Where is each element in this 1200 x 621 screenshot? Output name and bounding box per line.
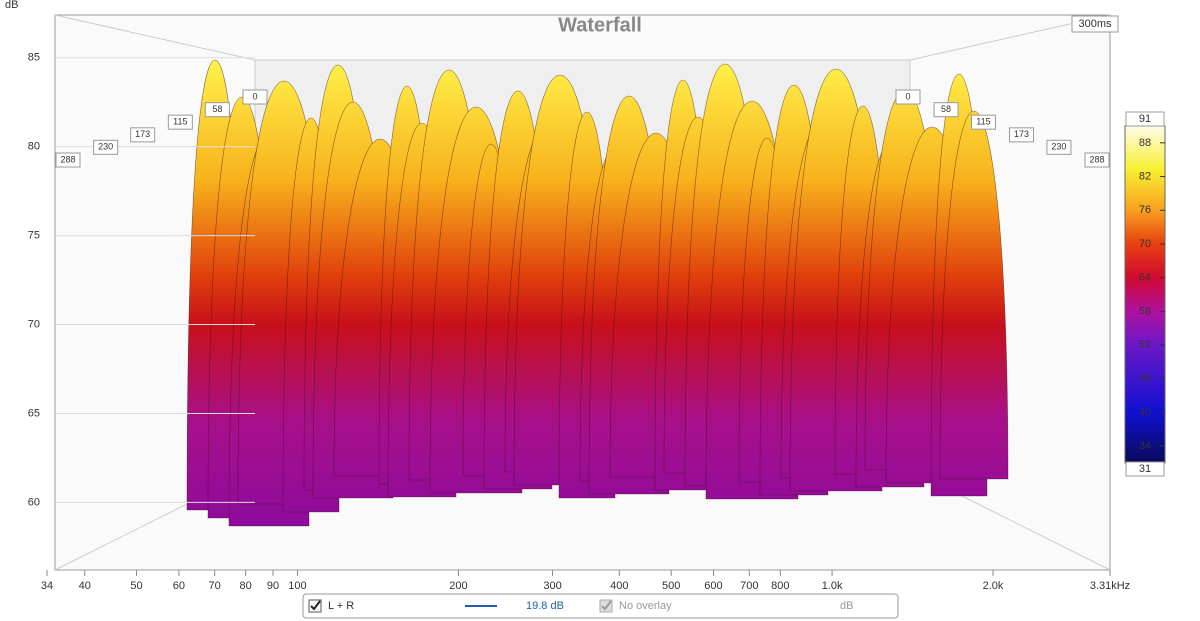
y-axis-label: dB bbox=[5, 0, 18, 11]
colorbar-label: 46 bbox=[1139, 373, 1151, 385]
time-tick-box bbox=[1084, 152, 1110, 168]
colorbar-end-box bbox=[1125, 111, 1165, 127]
time-tick-box bbox=[1009, 127, 1035, 143]
time-label-box bbox=[1071, 15, 1119, 33]
time-tick-label: 58 bbox=[941, 104, 951, 114]
colorbar-label: 58 bbox=[1139, 305, 1151, 317]
time-tick-label: 0 bbox=[252, 91, 257, 101]
time-tick-label: 0 bbox=[905, 91, 910, 101]
chart-title: Waterfall bbox=[558, 14, 642, 36]
x-tick-label: 1.0k bbox=[822, 580, 843, 592]
legend-value: 19.8 dB bbox=[526, 600, 564, 612]
y-tick-label: 60 bbox=[28, 496, 40, 508]
x-tick-label: 800 bbox=[771, 580, 789, 592]
time-tick-box bbox=[167, 114, 193, 130]
colorbar-label: 64 bbox=[1139, 272, 1151, 284]
time-tick-label: 230 bbox=[98, 142, 113, 152]
time-tick-box bbox=[55, 152, 81, 168]
time-tick-box bbox=[242, 89, 268, 105]
x-tick-label: 90 bbox=[267, 580, 279, 592]
time-tick-label: 115 bbox=[976, 117, 990, 127]
time-tick-box bbox=[93, 139, 119, 155]
time-tick-box bbox=[1046, 139, 1072, 155]
time-tick-label: 288 bbox=[60, 154, 75, 164]
x-tick-label: 70 bbox=[209, 580, 221, 592]
y-tick-label: 75 bbox=[28, 229, 40, 241]
checkmark bbox=[310, 600, 321, 611]
colorbar-label: 31 bbox=[1139, 463, 1151, 475]
x-tick-label: 3.31kHz bbox=[1090, 580, 1130, 592]
x-tick-label: 50 bbox=[130, 580, 142, 592]
time-tick-label: 230 bbox=[1051, 142, 1066, 152]
colorbar-label: 91 bbox=[1139, 113, 1151, 125]
y-tick-label: 70 bbox=[28, 318, 40, 330]
time-tick-box bbox=[970, 114, 996, 130]
waterfall-surface bbox=[186, 59, 1009, 527]
time-tick-label: 115 bbox=[173, 117, 187, 127]
colorbar-label: 88 bbox=[1139, 137, 1151, 149]
x-tick-label: 700 bbox=[740, 580, 758, 592]
colorbar-label: 76 bbox=[1139, 204, 1151, 216]
time-tick-label: 288 bbox=[1089, 154, 1104, 164]
legend-unit: dB bbox=[840, 600, 853, 612]
colorbar bbox=[1124, 125, 1166, 464]
time-tick-label: 173 bbox=[1014, 129, 1029, 139]
legend-series: L + R bbox=[328, 600, 354, 612]
y-tick-label: 80 bbox=[28, 141, 40, 153]
y-tick-label: 65 bbox=[28, 407, 40, 419]
colorbar-label: 34 bbox=[1139, 440, 1151, 452]
x-tick-label: 40 bbox=[79, 580, 91, 592]
time-tick-box bbox=[895, 89, 921, 105]
x-tick-label: 100 bbox=[288, 580, 306, 592]
x-tick-label: 200 bbox=[449, 580, 467, 592]
x-tick-label: 400 bbox=[610, 580, 628, 592]
colorbar-end-box bbox=[1125, 461, 1165, 477]
time-label: 300ms bbox=[1078, 18, 1112, 30]
time-tick-box bbox=[130, 127, 156, 143]
x-tick-label: 60 bbox=[173, 580, 185, 592]
checkmark bbox=[601, 600, 612, 611]
time-tick-box bbox=[933, 102, 959, 118]
x-tick-label: 300 bbox=[543, 580, 561, 592]
time-tick-box bbox=[204, 102, 230, 118]
colorbar-label: 82 bbox=[1139, 170, 1151, 182]
x-tick-label: 34 bbox=[41, 580, 53, 592]
colorbar-label: 70 bbox=[1139, 238, 1151, 250]
x-tick-label: 2.0k bbox=[983, 580, 1004, 592]
x-tick-label: 80 bbox=[240, 580, 252, 592]
surface-slice bbox=[939, 110, 1009, 480]
colorbar-label: 40 bbox=[1139, 406, 1151, 418]
x-tick-label: 500 bbox=[662, 580, 680, 592]
overlay-label: No overlay bbox=[619, 600, 672, 612]
x-tick-label: 600 bbox=[704, 580, 722, 592]
time-tick-label: 173 bbox=[135, 129, 150, 139]
colorbar-label: 52 bbox=[1139, 339, 1151, 351]
y-tick-label: 85 bbox=[28, 52, 40, 64]
time-tick-label: 58 bbox=[212, 104, 222, 114]
